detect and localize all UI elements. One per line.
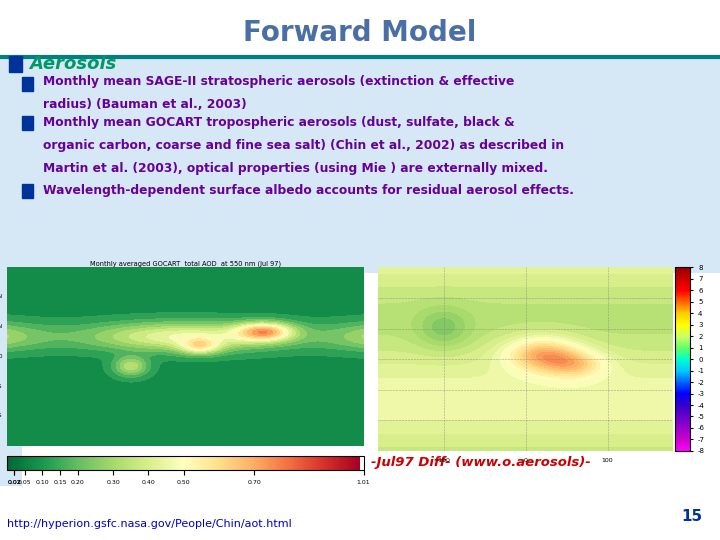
FancyBboxPatch shape [0,59,720,273]
Text: Monthly mean SAGE-II stratospheric aerosols (extinction & effective: Monthly mean SAGE-II stratospheric aeros… [43,75,515,88]
Text: http://hyperion.gsfc.nasa.gov/People/Chin/aot.html: http://hyperion.gsfc.nasa.gov/People/Chi… [7,519,292,529]
Bar [22,185,32,198]
Text: radius) (Bauman et al., 2003): radius) (Bauman et al., 2003) [43,98,247,111]
Text: 60N: 60N [0,294,2,300]
Text: Aerosols: Aerosols [29,55,116,73]
Text: 15: 15 [681,509,702,524]
Text: organic carbon, coarse and fine sea salt) (Chin et al., 2002) as described in: organic carbon, coarse and fine sea salt… [43,139,564,152]
Text: Forward Model: Forward Model [243,19,477,47]
Text: 60S: 60S [0,413,2,418]
Text: -100: -100 [436,458,451,463]
Text: 0: 0 [0,354,2,359]
Text: 0: 0 [523,458,528,463]
Text: Monthly mean GOCART tropospheric aerosols (dust, sulfate, black &: Monthly mean GOCART tropospheric aerosol… [43,116,515,129]
Text: 30N: 30N [0,324,2,329]
Text: 30S: 30S [0,383,2,389]
Text: -Jul97 Diff- (www.o.aerosols)-: -Jul97 Diff- (www.o.aerosols)- [371,456,590,469]
Bar [22,78,32,91]
Text: 100: 100 [602,458,613,463]
Text: Martin et al. (2003), optical properties (using Mie ) are externally mixed.: Martin et al. (2003), optical properties… [43,162,548,175]
Text: Wavelength-dependent surface albedo accounts for residual aerosol effects.: Wavelength-dependent surface albedo acco… [43,184,575,197]
FancyBboxPatch shape [0,270,22,486]
Bar [22,117,32,130]
Bar [9,56,22,72]
Title: Monthly averaged GOCART  total AOD  at 550 nm (Jul 97): Monthly averaged GOCART total AOD at 550… [90,261,281,267]
